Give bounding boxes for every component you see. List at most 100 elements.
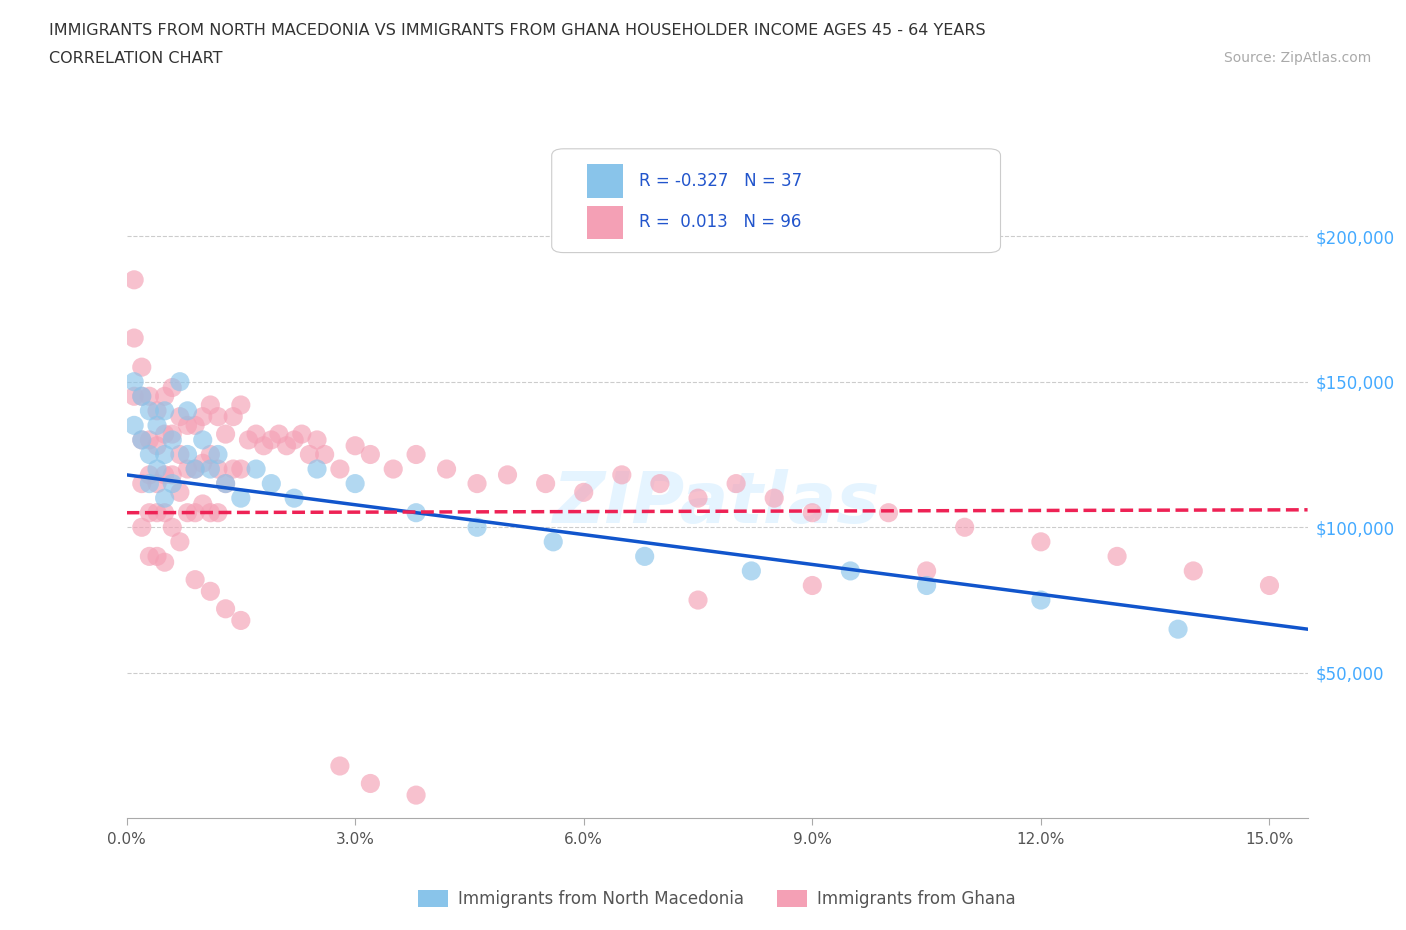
Point bbox=[146, 461, 169, 476]
Point bbox=[169, 409, 191, 424]
Point bbox=[214, 476, 236, 491]
Point bbox=[260, 432, 283, 447]
Point bbox=[686, 491, 709, 506]
Point bbox=[648, 476, 671, 491]
Point bbox=[200, 447, 222, 462]
Point bbox=[496, 468, 519, 483]
Point bbox=[610, 468, 633, 483]
Point bbox=[298, 447, 321, 462]
Text: ZIPatlas: ZIPatlas bbox=[554, 470, 880, 538]
Point bbox=[634, 549, 657, 564]
Point bbox=[191, 432, 214, 447]
Point bbox=[359, 447, 381, 462]
Point bbox=[176, 505, 198, 520]
Point bbox=[169, 447, 191, 462]
Point bbox=[131, 432, 153, 447]
Point bbox=[207, 461, 229, 476]
Point bbox=[153, 491, 176, 506]
Point bbox=[162, 476, 184, 491]
Point bbox=[176, 404, 198, 418]
Point bbox=[207, 505, 229, 520]
Point bbox=[184, 461, 207, 476]
Point bbox=[359, 776, 381, 790]
Point bbox=[122, 389, 145, 404]
Point bbox=[839, 564, 862, 578]
Point bbox=[146, 549, 169, 564]
Point bbox=[162, 432, 184, 447]
Point bbox=[153, 404, 176, 418]
Point bbox=[260, 476, 283, 491]
Point bbox=[169, 374, 191, 389]
Point bbox=[146, 404, 169, 418]
Point bbox=[138, 389, 160, 404]
Point bbox=[1107, 549, 1129, 564]
Point bbox=[276, 438, 298, 453]
Point bbox=[725, 476, 748, 491]
Point bbox=[344, 476, 367, 491]
Point bbox=[122, 272, 145, 287]
Point bbox=[953, 520, 976, 535]
Point bbox=[915, 564, 938, 578]
Point bbox=[572, 485, 595, 499]
Point bbox=[122, 418, 145, 432]
Point bbox=[305, 461, 328, 476]
Point bbox=[229, 397, 252, 412]
Point bbox=[122, 330, 145, 345]
Point bbox=[382, 461, 405, 476]
Point bbox=[305, 432, 328, 447]
Point bbox=[465, 520, 488, 535]
Point bbox=[169, 535, 191, 550]
Point bbox=[214, 602, 236, 617]
Text: IMMIGRANTS FROM NORTH MACEDONIA VS IMMIGRANTS FROM GHANA HOUSEHOLDER INCOME AGES: IMMIGRANTS FROM NORTH MACEDONIA VS IMMIG… bbox=[49, 23, 986, 38]
Point bbox=[153, 447, 176, 462]
Point bbox=[146, 476, 169, 491]
Point bbox=[200, 461, 222, 476]
FancyBboxPatch shape bbox=[551, 149, 1001, 253]
Point bbox=[162, 380, 184, 395]
Text: R = -0.327   N = 37: R = -0.327 N = 37 bbox=[640, 172, 803, 190]
Point bbox=[162, 520, 184, 535]
Point bbox=[138, 432, 160, 447]
Point bbox=[200, 584, 222, 599]
Point bbox=[541, 535, 564, 550]
Point bbox=[138, 505, 160, 520]
Point bbox=[146, 418, 169, 432]
Point bbox=[214, 427, 236, 442]
Point bbox=[138, 476, 160, 491]
Point bbox=[436, 461, 458, 476]
Point bbox=[131, 389, 153, 404]
Point bbox=[191, 456, 214, 471]
Point bbox=[329, 759, 352, 774]
Point bbox=[200, 505, 222, 520]
Point bbox=[740, 564, 762, 578]
Point bbox=[176, 461, 198, 476]
Point bbox=[238, 432, 260, 447]
Point bbox=[1167, 622, 1189, 637]
Point bbox=[267, 427, 290, 442]
Point bbox=[222, 409, 245, 424]
Point bbox=[801, 578, 824, 593]
Point bbox=[153, 555, 176, 570]
Point bbox=[534, 476, 557, 491]
Point bbox=[153, 427, 176, 442]
Point bbox=[283, 432, 305, 447]
Point bbox=[162, 468, 184, 483]
Point bbox=[169, 485, 191, 499]
Point bbox=[686, 592, 709, 607]
Point bbox=[229, 461, 252, 476]
Point bbox=[131, 389, 153, 404]
Point bbox=[131, 520, 153, 535]
Point bbox=[222, 461, 245, 476]
Point bbox=[245, 427, 267, 442]
Text: R =  0.013   N = 96: R = 0.013 N = 96 bbox=[640, 213, 801, 232]
Point bbox=[1029, 535, 1052, 550]
Point bbox=[291, 427, 314, 442]
Point bbox=[184, 505, 207, 520]
Point bbox=[465, 476, 488, 491]
Point bbox=[1029, 592, 1052, 607]
Point bbox=[138, 549, 160, 564]
Point bbox=[176, 447, 198, 462]
Point bbox=[763, 491, 786, 506]
Point bbox=[138, 404, 160, 418]
Bar bbox=[588, 206, 623, 239]
